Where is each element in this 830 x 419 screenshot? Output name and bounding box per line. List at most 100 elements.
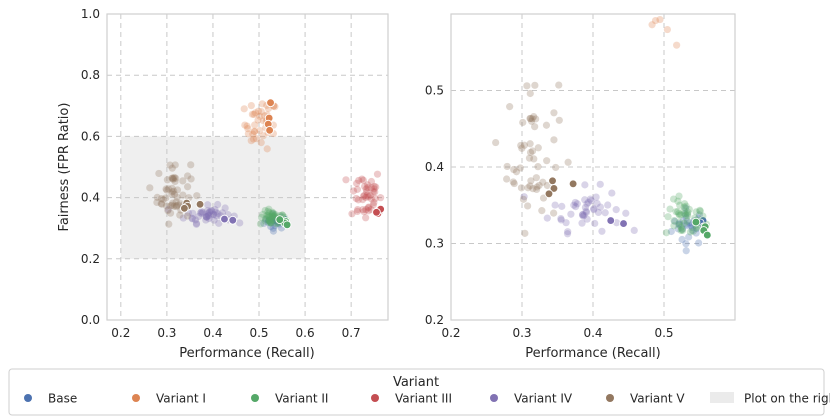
data-point bbox=[172, 198, 180, 206]
left-tick-labels: 0.2 0.3 0.4 0.5 0.6 0.7 0.0 0.2 0.4 0.6 0.8 1.0 bbox=[81, 7, 361, 340]
data-point bbox=[590, 206, 598, 214]
legend-label: Plot on the right bbox=[744, 392, 830, 406]
legend-item: Variant V bbox=[606, 392, 685, 406]
data-point bbox=[529, 185, 537, 193]
data-point bbox=[269, 213, 277, 221]
x-tick-label: 0.2 bbox=[441, 326, 460, 340]
data-point bbox=[648, 21, 656, 29]
data-point bbox=[680, 203, 688, 211]
data-point bbox=[268, 210, 276, 218]
data-point bbox=[695, 239, 703, 247]
legend-item: Variant I bbox=[132, 392, 206, 406]
data-point bbox=[265, 212, 273, 220]
data-point bbox=[205, 208, 213, 216]
data-point bbox=[184, 183, 192, 191]
data-point bbox=[579, 210, 587, 219]
data-point bbox=[543, 157, 551, 165]
data-point bbox=[362, 214, 370, 222]
data-point bbox=[581, 203, 590, 212]
data-point bbox=[359, 176, 367, 184]
data-point bbox=[257, 107, 265, 116]
data-point bbox=[153, 198, 161, 207]
data-point bbox=[173, 193, 181, 202]
data-point bbox=[264, 216, 273, 224]
data-point bbox=[193, 192, 201, 200]
data-point bbox=[241, 121, 249, 129]
data-point bbox=[682, 247, 690, 255]
data-point bbox=[596, 203, 605, 211]
data-point bbox=[676, 201, 684, 209]
data-point bbox=[539, 178, 547, 186]
data-point bbox=[526, 148, 535, 157]
data-point bbox=[563, 230, 572, 238]
data-point bbox=[257, 139, 265, 147]
data-point bbox=[215, 219, 223, 227]
data-point bbox=[539, 194, 548, 202]
data-point bbox=[531, 123, 539, 131]
data-point bbox=[598, 227, 606, 235]
x-tick-label: 0.4 bbox=[203, 326, 222, 340]
data-point bbox=[527, 117, 536, 125]
data-point bbox=[206, 208, 214, 216]
data-point bbox=[564, 228, 572, 236]
data-point bbox=[520, 193, 528, 201]
data-point bbox=[377, 194, 385, 202]
data-point bbox=[551, 201, 559, 209]
data-point bbox=[212, 212, 221, 220]
legend-marker bbox=[251, 394, 259, 402]
y-tick-label: 0.4 bbox=[81, 191, 100, 205]
data-point bbox=[173, 201, 181, 210]
data-point bbox=[203, 207, 212, 215]
highlight-point bbox=[180, 203, 189, 213]
data-point bbox=[168, 174, 176, 182]
data-point bbox=[675, 221, 683, 229]
legend-box bbox=[8, 368, 825, 416]
highlight-point bbox=[372, 207, 381, 217]
data-point bbox=[365, 203, 373, 211]
data-point bbox=[244, 130, 252, 138]
data-point bbox=[526, 114, 535, 123]
data-point bbox=[688, 226, 696, 235]
data-point bbox=[170, 173, 179, 182]
data-point bbox=[269, 227, 278, 235]
legend: Variant Base Variant I Variant II Variant I… bbox=[8, 368, 830, 416]
data-point bbox=[583, 200, 591, 208]
data-point bbox=[364, 207, 373, 215]
legend-marker bbox=[490, 394, 498, 402]
series-variant-v bbox=[492, 81, 578, 237]
data-point bbox=[532, 115, 540, 123]
data-point bbox=[254, 116, 262, 124]
data-point bbox=[268, 216, 276, 224]
data-point bbox=[354, 196, 362, 204]
legend-label: Variant II bbox=[275, 392, 328, 406]
data-point bbox=[518, 144, 526, 152]
right-gridlines bbox=[451, 14, 735, 320]
data-point bbox=[583, 215, 591, 223]
data-point bbox=[243, 122, 251, 130]
data-point bbox=[256, 112, 264, 120]
data-point bbox=[247, 101, 255, 110]
data-point bbox=[581, 181, 589, 189]
data-point bbox=[179, 177, 187, 185]
data-point bbox=[362, 193, 370, 202]
data-point bbox=[171, 161, 179, 169]
data-point bbox=[261, 206, 269, 215]
data-point bbox=[250, 127, 259, 135]
data-point bbox=[264, 218, 272, 226]
data-point bbox=[542, 121, 551, 129]
data-point bbox=[208, 207, 216, 215]
data-point bbox=[146, 184, 154, 192]
data-point bbox=[363, 188, 371, 196]
data-point bbox=[240, 105, 248, 113]
series-variant-v bbox=[146, 161, 205, 228]
data-point bbox=[353, 207, 361, 216]
data-point bbox=[269, 209, 277, 217]
data-point bbox=[685, 233, 693, 241]
data-point bbox=[165, 220, 173, 228]
data-point bbox=[525, 154, 534, 162]
data-point bbox=[555, 116, 563, 124]
data-point bbox=[371, 188, 379, 196]
data-point bbox=[252, 135, 261, 143]
highlight-point bbox=[275, 215, 285, 224]
